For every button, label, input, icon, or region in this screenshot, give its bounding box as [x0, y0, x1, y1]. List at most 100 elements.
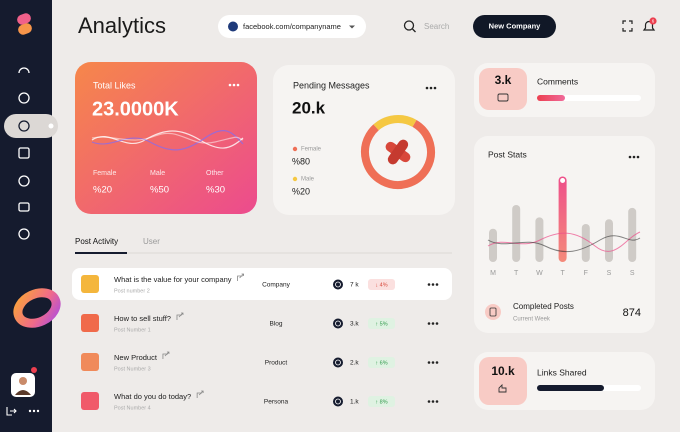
stat-bar — [628, 207, 637, 262]
button-label: New Company — [489, 21, 542, 30]
count-icon-ring — [335, 398, 341, 405]
post-count: 2.k — [350, 360, 359, 367]
avatar-badge — [31, 367, 37, 373]
post-change: ↑ 8% — [375, 399, 387, 405]
post-change: ↑ 6% — [375, 360, 387, 366]
link-icon[interactable] — [237, 273, 244, 281]
post-subtitle: Post Number 1 — [114, 327, 151, 333]
post-title[interactable]: What do you do today? — [114, 392, 191, 401]
search-icon[interactable] — [403, 20, 415, 31]
logout-icon[interactable] — [6, 407, 17, 416]
day-label: T — [560, 270, 565, 277]
count-icon-ring — [335, 359, 341, 366]
link-icon[interactable] — [196, 390, 204, 398]
row-menu-dot[interactable] — [435, 361, 439, 364]
post-subtitle: Post number 2 — [114, 288, 150, 294]
post-title[interactable]: What is the value for your company — [114, 275, 232, 284]
more-icon[interactable] — [28, 409, 40, 413]
likes-value: 23.0000K — [92, 98, 179, 120]
links-label: Links Shared — [537, 367, 587, 377]
day-label: W — [536, 270, 543, 277]
legend-label: Female — [301, 147, 322, 153]
post-category: Company — [262, 282, 291, 289]
post-subtitle: Post Number 4 — [114, 405, 151, 411]
row-menu-dot[interactable] — [435, 283, 439, 286]
page-title: Analytics — [78, 13, 166, 38]
comments-badge — [479, 68, 527, 110]
comments-value: 3.k — [495, 73, 512, 87]
row-menu-dot[interactable] — [431, 361, 435, 364]
change-badge — [368, 396, 395, 407]
legend-dot — [292, 146, 298, 152]
nav-dashboard[interactable] — [18, 67, 30, 74]
nav-calendar[interactable] — [18, 147, 30, 159]
like-icon — [498, 383, 507, 393]
decor-blob — [13, 288, 61, 328]
fullscreen-icon[interactable] — [622, 20, 633, 32]
facebook-icon — [228, 21, 238, 32]
completed-icon — [485, 304, 501, 320]
row-menu-dot[interactable] — [427, 322, 431, 325]
bar-marker — [560, 178, 566, 183]
legend-value: %20 — [292, 186, 310, 196]
donut-segment — [361, 115, 435, 189]
active-dot — [48, 123, 54, 129]
stat-bar — [581, 224, 590, 262]
tab-active[interactable]: Post Activity — [75, 237, 118, 246]
post-thumbnail — [81, 392, 99, 410]
stat-bar — [558, 176, 567, 262]
post-count: 1.k — [350, 399, 359, 406]
legend-label: Male — [301, 177, 315, 183]
nav-world[interactable] — [18, 228, 30, 240]
logo[interactable] — [16, 12, 34, 36]
post-title[interactable]: New Product — [114, 353, 158, 362]
row-highlight — [72, 268, 452, 300]
post-subtitle: Post Number 3 — [114, 366, 151, 372]
menu-dots[interactable] — [628, 155, 640, 159]
sidebar — [0, 0, 61, 432]
nav-users[interactable] — [18, 92, 30, 104]
nav-messages[interactable] — [18, 202, 30, 212]
count-icon — [333, 318, 343, 329]
link-icon[interactable] — [176, 312, 184, 320]
nav-analytics[interactable] — [18, 120, 30, 132]
menu-dots[interactable] — [228, 83, 240, 87]
menu-dots[interactable] — [425, 86, 437, 90]
post-change: ↓ 4% — [375, 282, 387, 288]
row-menu-dot[interactable] — [427, 400, 431, 403]
completed-period: Current Week — [513, 317, 551, 323]
likes-waves — [91, 129, 244, 151]
stat-bar — [605, 219, 613, 262]
breakdown-value: %50 — [150, 185, 169, 196]
breakdown-value: %30 — [206, 185, 225, 196]
comment-icon — [497, 93, 509, 102]
post-change: ↑ 5% — [375, 321, 387, 327]
row-menu-dot[interactable] — [427, 361, 431, 364]
day-label: S — [607, 270, 612, 277]
row-menu-dot[interactable] — [427, 283, 431, 286]
nav-globe[interactable] — [18, 175, 30, 187]
search-input[interactable]: Search — [424, 22, 449, 31]
progress-fill — [537, 385, 604, 391]
account-name: facebook.com/companyname — [243, 22, 341, 31]
sidebar-bg — [0, 0, 52, 432]
account-select[interactable] — [218, 15, 366, 38]
post-thumbnail — [81, 275, 99, 293]
stat-bar — [535, 217, 544, 262]
link-icon[interactable] — [162, 351, 170, 359]
tab[interactable]: User — [143, 237, 160, 246]
donut-center-icon — [385, 139, 411, 165]
post-count: 3.k — [350, 321, 359, 328]
new-company-button[interactable] — [473, 15, 556, 38]
row-menu-dot[interactable] — [435, 322, 439, 325]
row-menu-dot[interactable] — [431, 322, 435, 325]
post-title[interactable]: How to sell stuff? — [114, 314, 171, 323]
change-badge — [368, 279, 395, 290]
row-menu-dot[interactable] — [435, 400, 439, 403]
post-list: What is the value for your company Post n… — [72, 268, 452, 411]
breakdown-value: %20 — [93, 185, 112, 196]
row-menu-dot[interactable] — [431, 400, 435, 403]
row-menu-dot[interactable] — [431, 283, 435, 286]
